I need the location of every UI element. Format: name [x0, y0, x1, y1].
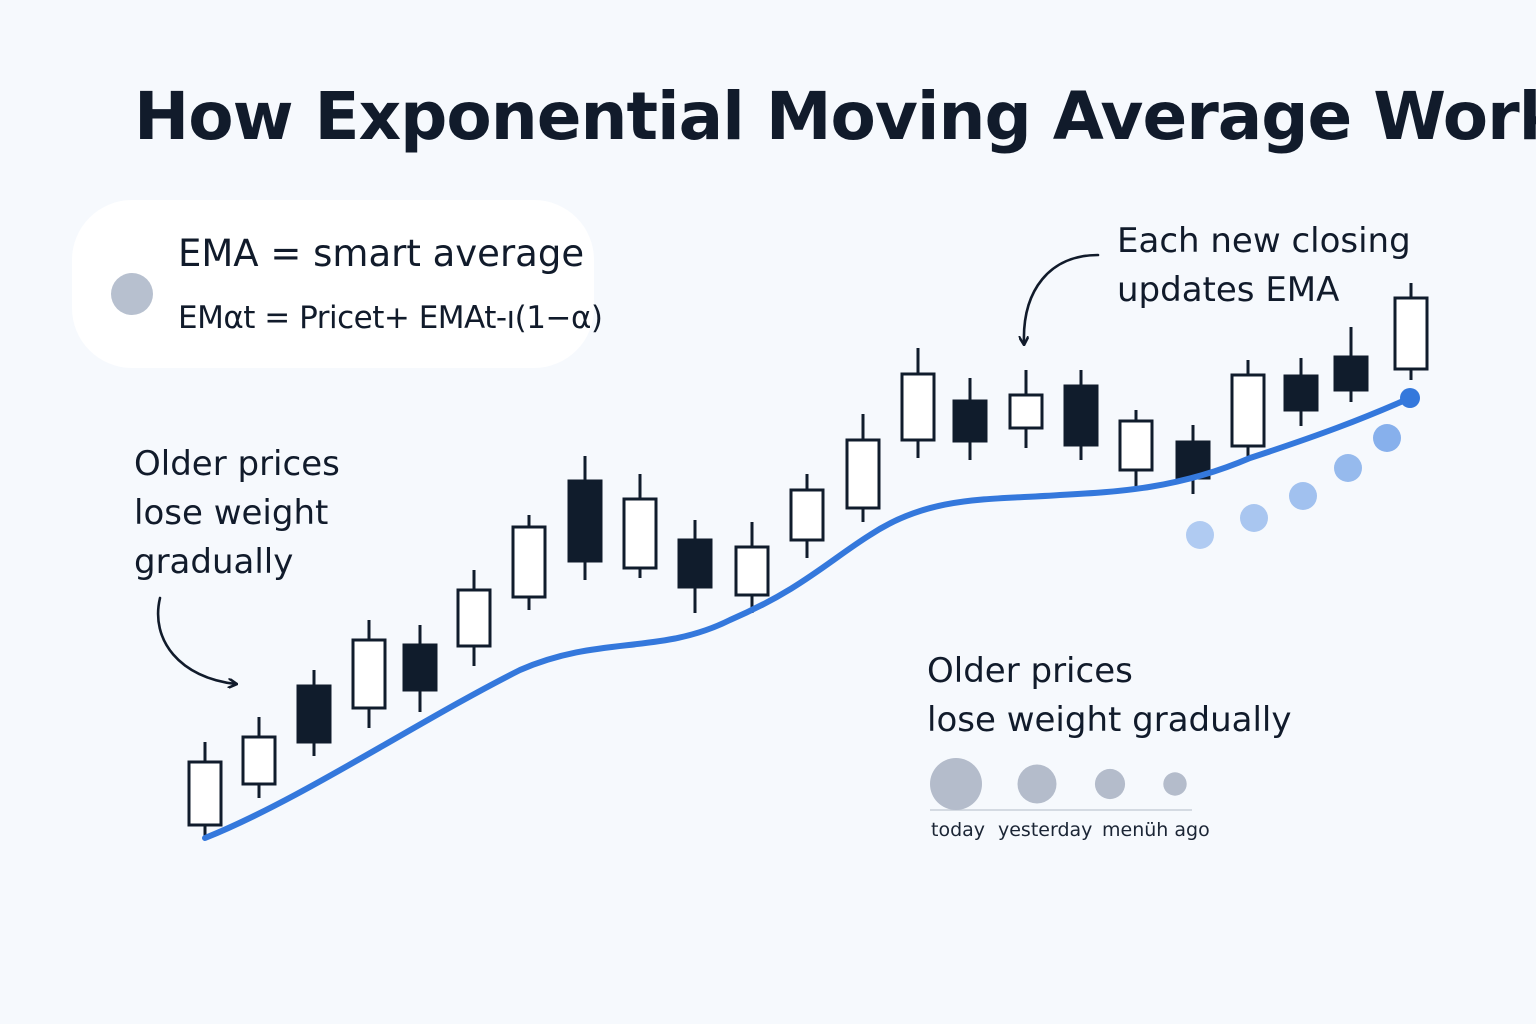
- candle: [1333, 327, 1369, 402]
- candle-body-bearish: [677, 538, 713, 589]
- weight-label-ago: menüh ago: [1102, 819, 1210, 841]
- arrow-new-closing-icon: [1024, 253, 1100, 344]
- candle-body-bearish: [296, 684, 332, 744]
- candle-body-bearish: [567, 479, 603, 563]
- candle: [1063, 370, 1099, 460]
- candle-body-bullish: [622, 497, 658, 570]
- candle-body-bearish: [1333, 355, 1369, 392]
- candle: [1008, 370, 1044, 448]
- projection-dot: [1186, 521, 1214, 549]
- formula-card: EMA = smart average EMαt = Pricet+ EMAt-…: [72, 200, 603, 368]
- candlestick-series: [187, 283, 1429, 838]
- page-title: How Exponential Moving Average Works: [134, 78, 1536, 155]
- candle: [241, 717, 277, 798]
- candle: [1230, 360, 1266, 460]
- candle-body-bullish: [351, 638, 387, 710]
- formula-heading: EMA = smart average: [178, 232, 585, 275]
- note-right-line-2: updates EMA: [1117, 270, 1340, 310]
- candle: [734, 522, 770, 613]
- candle: [1175, 425, 1211, 494]
- candle-body-bullish: [789, 488, 825, 542]
- candle-body-bullish: [845, 438, 881, 510]
- candle: [845, 414, 881, 522]
- note-weights-line-2: lose weight gradually: [927, 700, 1292, 740]
- weight-dot: [1094, 768, 1126, 800]
- candle: [1118, 410, 1154, 486]
- weight-label-today: today: [931, 819, 986, 841]
- candle-body-bullish: [187, 760, 223, 827]
- candle: [789, 474, 825, 558]
- candle-body-bearish: [1283, 374, 1319, 412]
- ema-latest-dot: [1400, 388, 1420, 408]
- weight-dot: [930, 758, 982, 810]
- weight-label-yesterday: yesterday: [998, 819, 1093, 841]
- note-left-line-3: gradually: [134, 542, 294, 582]
- arrow-older-prices-icon: [156, 596, 236, 684]
- candle-body-bullish: [900, 372, 936, 442]
- candle: [677, 520, 713, 613]
- projection-dot: [1334, 454, 1362, 482]
- candle: [1393, 283, 1429, 380]
- candle: [351, 620, 387, 728]
- note-left-line-1: Older prices: [134, 444, 340, 484]
- note-new-closing: Each new closing updates EMA: [1117, 217, 1411, 315]
- formula-dot-icon: [111, 273, 153, 315]
- note-right-line-1: Each new closing: [1117, 221, 1411, 261]
- weight-dots: [930, 758, 1187, 810]
- candle: [622, 474, 658, 578]
- note-weights-line-1: Older prices: [927, 651, 1133, 691]
- candle-body-bullish: [511, 525, 547, 599]
- candle: [402, 625, 438, 712]
- candle: [296, 670, 332, 756]
- candle: [952, 378, 988, 460]
- candle-body-bullish: [456, 588, 492, 648]
- candle-body-bullish: [1118, 419, 1154, 472]
- candle-body-bearish: [402, 643, 438, 692]
- candle-body-bullish: [1393, 296, 1429, 371]
- projection-dot: [1240, 504, 1268, 532]
- candle-body-bullish: [1230, 373, 1266, 448]
- candle: [567, 456, 603, 580]
- candle-body-bullish: [241, 735, 277, 786]
- ema-line: [202, 395, 1413, 841]
- note-left-line-2: lose weight: [134, 493, 329, 533]
- candle: [187, 742, 223, 838]
- weight-dot: [1017, 764, 1057, 804]
- candle-body-bearish: [952, 399, 988, 443]
- projection-dots: [1186, 424, 1401, 549]
- formula-text: EMαt = Pricet+ EMAt-ı(1−α): [178, 300, 603, 336]
- weight-dot: [1163, 772, 1187, 796]
- candle-body-bullish: [1008, 393, 1044, 430]
- projection-dot: [1373, 424, 1401, 452]
- candle: [511, 515, 547, 610]
- note-older-prices-left: Older prices lose weight gradually: [134, 440, 340, 587]
- candle: [900, 348, 936, 458]
- candle-body-bullish: [734, 545, 770, 597]
- note-older-prices-weights: Older prices lose weight gradually: [927, 647, 1292, 745]
- projection-dot: [1289, 482, 1317, 510]
- candle-body-bearish: [1063, 384, 1099, 447]
- candle: [1283, 358, 1319, 426]
- candle: [456, 570, 492, 666]
